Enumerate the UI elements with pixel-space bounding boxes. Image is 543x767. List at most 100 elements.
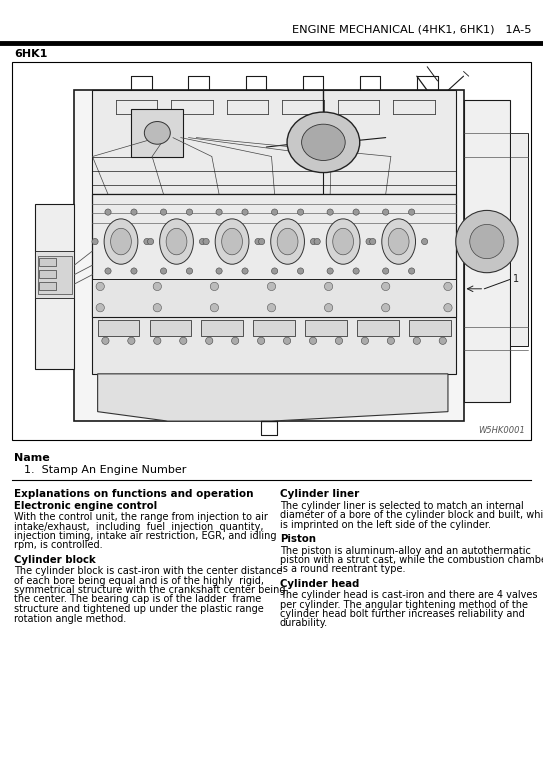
Circle shape — [160, 268, 167, 274]
Bar — [131, 109, 184, 156]
Circle shape — [242, 268, 248, 274]
Bar — [92, 194, 456, 317]
Ellipse shape — [382, 219, 415, 264]
Circle shape — [131, 209, 137, 216]
Bar — [201, 320, 243, 336]
Ellipse shape — [144, 121, 171, 144]
Ellipse shape — [222, 229, 242, 255]
Circle shape — [382, 304, 390, 312]
Circle shape — [154, 337, 161, 344]
Ellipse shape — [160, 219, 193, 264]
Text: diameter of a bore of the cylinder block and built, which: diameter of a bore of the cylinder block… — [280, 511, 543, 521]
Bar — [92, 91, 456, 194]
Circle shape — [383, 209, 389, 216]
Text: is imprinted on the left side of the cylinder.: is imprinted on the left side of the cyl… — [280, 520, 491, 530]
Circle shape — [160, 209, 167, 216]
Circle shape — [314, 239, 320, 245]
Circle shape — [255, 239, 261, 245]
Circle shape — [327, 209, 333, 216]
Ellipse shape — [104, 219, 138, 264]
Circle shape — [408, 209, 415, 216]
Text: rotation angle method.: rotation angle method. — [14, 614, 127, 624]
Ellipse shape — [215, 219, 249, 264]
Text: 1.  Stamp An Engine Number: 1. Stamp An Engine Number — [24, 465, 186, 475]
Circle shape — [180, 337, 187, 344]
Text: injection timing, intake air restriction, EGR, and idling: injection timing, intake air restriction… — [14, 531, 276, 541]
Circle shape — [311, 239, 317, 245]
Circle shape — [444, 304, 452, 312]
Bar — [305, 320, 347, 336]
Text: cylinder head bolt further increases reliability and: cylinder head bolt further increases rel… — [280, 609, 525, 619]
Circle shape — [272, 268, 277, 274]
Circle shape — [96, 282, 104, 291]
Circle shape — [439, 337, 446, 344]
Text: of each bore being equal and is of the highly  rigid,: of each bore being equal and is of the h… — [14, 575, 264, 585]
Circle shape — [353, 209, 359, 216]
Circle shape — [258, 239, 265, 245]
Circle shape — [382, 282, 390, 291]
Bar — [510, 133, 528, 345]
Circle shape — [206, 337, 213, 344]
Circle shape — [210, 304, 219, 312]
Circle shape — [413, 337, 420, 344]
Circle shape — [324, 304, 333, 312]
Circle shape — [310, 337, 317, 344]
Ellipse shape — [277, 229, 298, 255]
Circle shape — [366, 239, 372, 245]
Circle shape — [128, 337, 135, 344]
Circle shape — [298, 209, 304, 216]
Circle shape — [210, 282, 219, 291]
Circle shape — [470, 225, 504, 258]
Circle shape — [96, 304, 104, 312]
Ellipse shape — [287, 112, 359, 173]
Text: piston with a strut cast, while the combustion chamber: piston with a strut cast, while the comb… — [280, 555, 543, 565]
Bar — [39, 281, 56, 290]
Bar — [92, 317, 456, 374]
Bar — [38, 255, 72, 294]
Text: per cylinder. The angular tightening method of the: per cylinder. The angular tightening met… — [280, 600, 528, 610]
Circle shape — [216, 268, 222, 274]
Circle shape — [272, 209, 277, 216]
Text: W5HK0001: W5HK0001 — [478, 426, 525, 435]
Text: Cylinder head: Cylinder head — [280, 579, 359, 589]
Ellipse shape — [333, 229, 353, 255]
Ellipse shape — [271, 219, 305, 264]
Text: Explanations on functions and operation: Explanations on functions and operation — [14, 489, 254, 499]
Circle shape — [327, 268, 333, 274]
Text: 6HK1: 6HK1 — [14, 49, 47, 59]
Circle shape — [324, 282, 333, 291]
Circle shape — [186, 209, 193, 216]
Circle shape — [444, 282, 452, 291]
Text: Piston: Piston — [280, 535, 316, 545]
Text: is a round reentrant type.: is a round reentrant type. — [280, 565, 406, 574]
Circle shape — [408, 268, 415, 274]
Text: The cylinder block is cast-iron with the center distance: The cylinder block is cast-iron with the… — [14, 566, 282, 576]
Circle shape — [105, 268, 111, 274]
Circle shape — [105, 209, 111, 216]
Circle shape — [353, 268, 359, 274]
Text: Cylinder liner: Cylinder liner — [280, 489, 359, 499]
Bar — [35, 251, 74, 298]
Circle shape — [361, 337, 369, 344]
Ellipse shape — [388, 229, 409, 255]
Circle shape — [231, 337, 239, 344]
Circle shape — [131, 268, 137, 274]
Bar — [35, 204, 74, 369]
Text: rpm, is controlled.: rpm, is controlled. — [14, 541, 103, 551]
Text: the center. The bearing cap is of the ladder  frame: the center. The bearing cap is of the la… — [14, 594, 261, 604]
Ellipse shape — [166, 229, 187, 255]
Circle shape — [283, 337, 291, 344]
Ellipse shape — [326, 219, 360, 264]
Circle shape — [421, 239, 428, 245]
Bar — [92, 279, 456, 317]
Bar — [74, 91, 464, 421]
Text: ENGINE MECHANICAL (4HK1, 6HK1)   1A-5: ENGINE MECHANICAL (4HK1, 6HK1) 1A-5 — [293, 25, 532, 35]
Circle shape — [199, 239, 206, 245]
Circle shape — [153, 282, 161, 291]
Bar — [12, 62, 531, 440]
Text: With the control unit, the range from injection to air: With the control unit, the range from in… — [14, 512, 268, 522]
Circle shape — [456, 210, 518, 273]
Polygon shape — [98, 374, 448, 421]
Bar — [464, 100, 510, 402]
Bar — [39, 258, 56, 266]
